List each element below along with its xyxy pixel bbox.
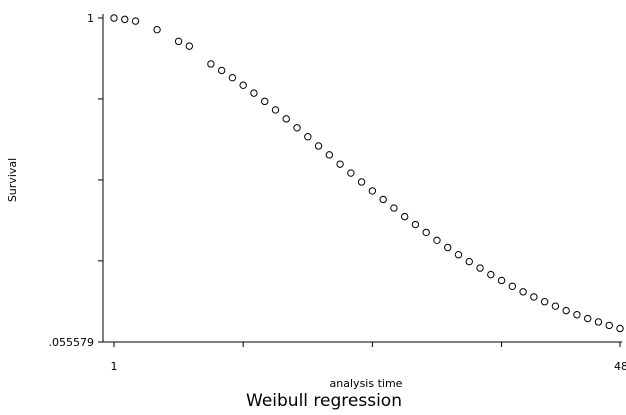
- data-point: [325, 151, 334, 159]
- y-tick-label: 1: [87, 12, 94, 25]
- data-point: [304, 133, 312, 141]
- data-point: [487, 270, 495, 279]
- data-point: [444, 243, 452, 252]
- data-point: [207, 60, 215, 68]
- data-point: [605, 321, 613, 330]
- data-point: [390, 204, 398, 212]
- y-axis-title: Survival: [6, 158, 19, 202]
- data-points: [110, 14, 624, 333]
- data-point: [476, 264, 484, 272]
- data-point: [239, 81, 247, 89]
- data-point: [293, 124, 301, 132]
- data-point: [336, 160, 344, 168]
- data-point: [519, 288, 527, 296]
- data-point: [228, 73, 237, 82]
- data-point: [584, 314, 592, 323]
- data-point: [174, 37, 183, 46]
- x-ticks: 1 48: [111, 342, 626, 373]
- x-tick-label: 1: [111, 360, 118, 373]
- data-point: [121, 15, 129, 24]
- y-tick-label: .055579: [49, 336, 95, 349]
- data-point: [379, 195, 387, 204]
- data-point: [400, 212, 409, 221]
- x-tick-label: 48: [614, 360, 626, 373]
- data-point: [357, 178, 366, 186]
- data-point: [185, 42, 194, 50]
- axes: 1 .055579 1 48: [49, 12, 626, 373]
- y-ticks: 1 .055579: [49, 12, 103, 349]
- data-point: [551, 302, 560, 310]
- data-point: [616, 324, 624, 333]
- data-point: [314, 142, 323, 150]
- data-point: [573, 311, 581, 319]
- data-point: [131, 17, 140, 25]
- data-point: [433, 236, 441, 245]
- data-point: [562, 306, 570, 315]
- chart-title: Weibull regression: [246, 391, 402, 411]
- data-point: [497, 276, 506, 285]
- data-point: [540, 298, 549, 306]
- data-point: [250, 89, 258, 97]
- x-axis-title: analysis time: [330, 377, 403, 390]
- data-point: [368, 187, 377, 195]
- data-point: [217, 66, 226, 75]
- data-point: [153, 25, 161, 34]
- data-point: [422, 228, 430, 237]
- data-point: [454, 251, 463, 259]
- data-point: [530, 293, 538, 301]
- data-point: [411, 220, 420, 229]
- data-point: [271, 106, 280, 114]
- data-point: [347, 169, 355, 177]
- data-point: [594, 318, 603, 326]
- data-point: [282, 115, 290, 123]
- data-point: [261, 97, 269, 106]
- data-point: [465, 257, 473, 266]
- data-point: [110, 14, 118, 22]
- data-point: [508, 282, 517, 290]
